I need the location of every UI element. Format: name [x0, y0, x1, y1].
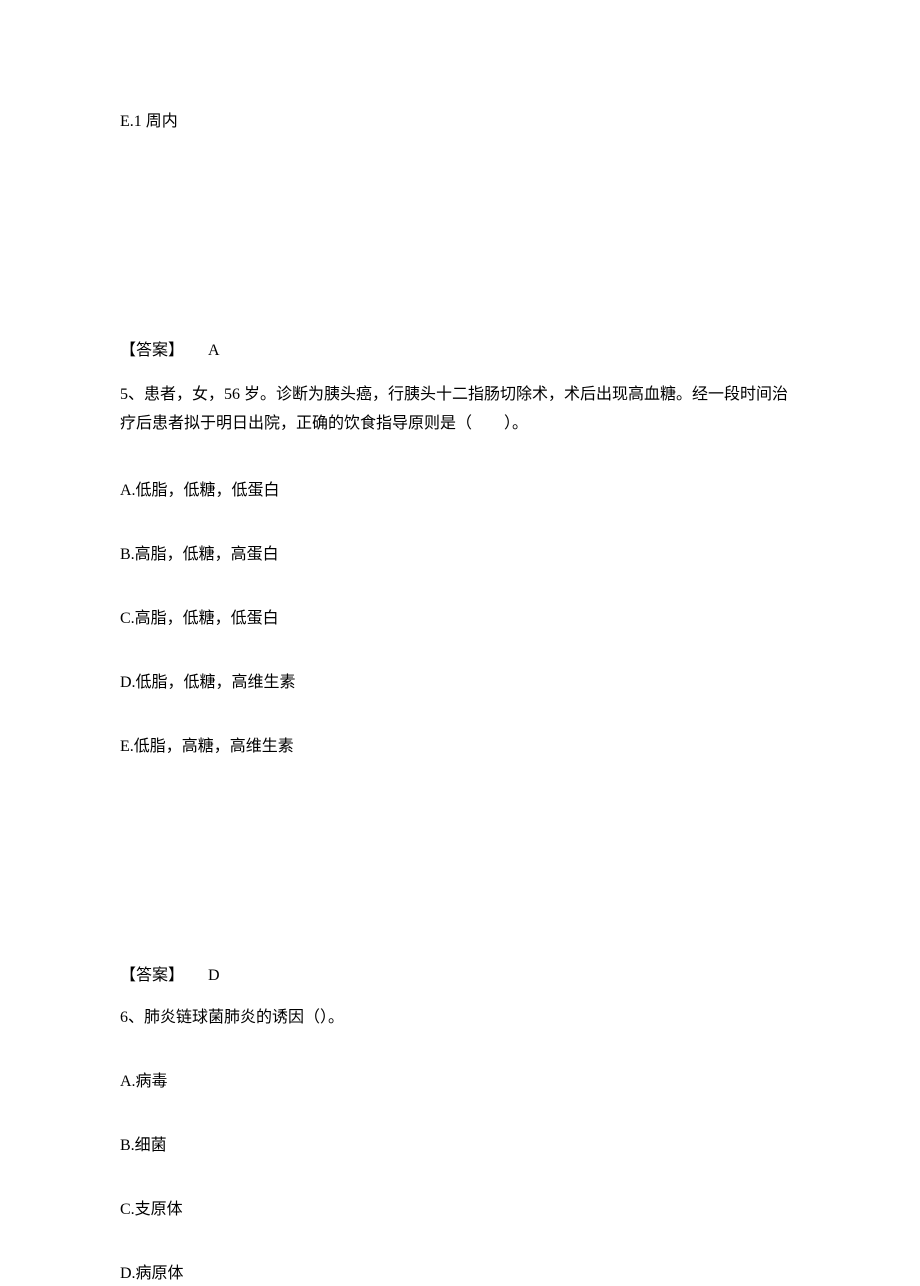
spacer: [120, 799, 800, 884]
answer-block-q5: 【答案】 D: [120, 964, 800, 988]
question-6-stem: 6、肺炎链球菌肺炎的诱因（）。: [120, 1006, 800, 1030]
answer-block-q4: 【答案】 A: [120, 339, 800, 363]
option-q6-c: C.支原体: [120, 1198, 800, 1222]
option-q5-d: D.低脂，低糖，高维生素: [120, 671, 800, 695]
answer-value-q5: D: [208, 967, 220, 984]
option-q5-c: C.高脂，低糖，低蛋白: [120, 607, 800, 631]
question-5-stem: 5、患者，女，56 岁。诊断为胰头癌，行胰头十二指肠切除术，术后出现高血糖。经一…: [120, 381, 800, 439]
option-q6-b: B.细菌: [120, 1134, 800, 1158]
answer-value: [188, 342, 204, 359]
option-q5-a: A.低脂，低糖，低蛋白: [120, 479, 800, 503]
answer-label: 【答案】: [120, 342, 184, 359]
answer-label: 【答案】: [120, 967, 184, 984]
option-q5-b: B.高脂，低糖，高蛋白: [120, 543, 800, 567]
answer-spacer: [188, 967, 204, 984]
option-q5-e: E.低脂，高糖，高维生素: [120, 735, 800, 759]
option-q6-d: D.病原体: [120, 1262, 800, 1286]
spacer: [120, 174, 800, 259]
option-q6-a: A.病毒: [120, 1070, 800, 1094]
answer-value-q4: A: [208, 342, 220, 359]
option-e-prev-question: E.1 周内: [120, 110, 800, 134]
